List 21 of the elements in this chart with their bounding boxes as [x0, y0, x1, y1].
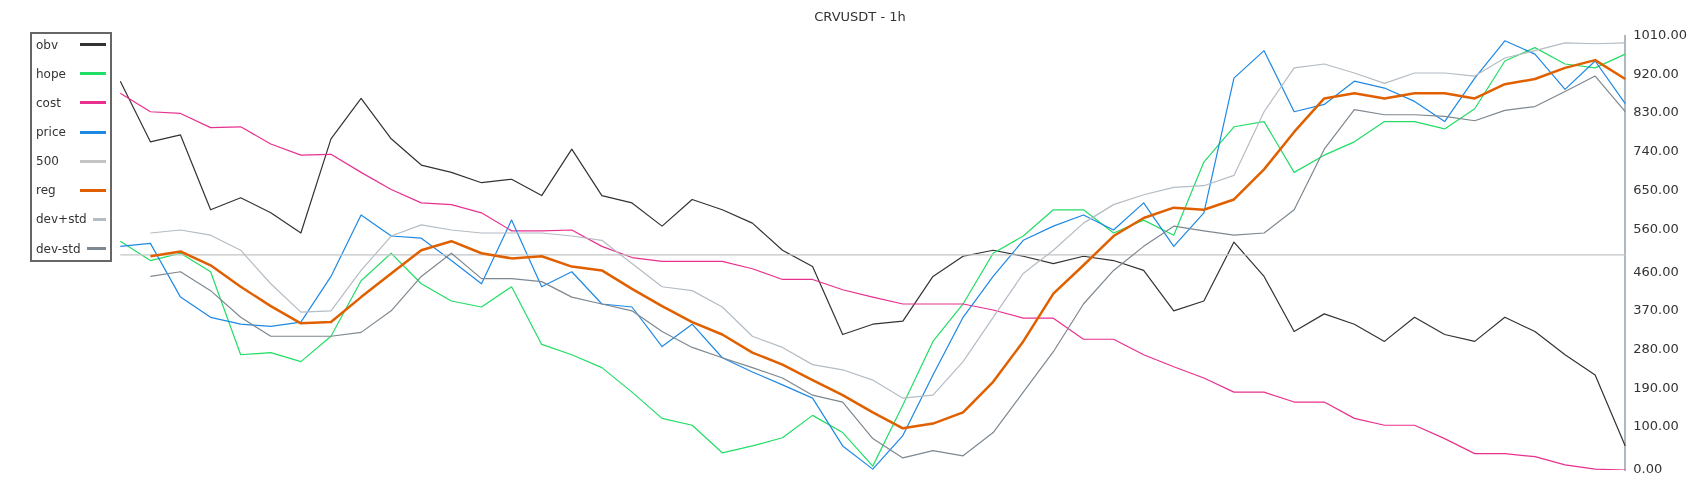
- legend-label: dev+std: [36, 212, 87, 227]
- y-tick-label: 740.00: [1633, 143, 1679, 159]
- legend-label: dev-std: [36, 241, 81, 256]
- legend-label: reg: [36, 183, 56, 198]
- y-tick-label: 100.00: [1633, 418, 1679, 434]
- y-tick-label: 920.00: [1633, 65, 1679, 81]
- legend-label: 500: [36, 154, 59, 169]
- y-tick-label: 370.00: [1633, 302, 1679, 318]
- y-tick-label: 830.00: [1633, 104, 1679, 120]
- chart-title: CRVUSDT - 1h: [814, 9, 906, 25]
- y-tick-label: 560.00: [1633, 220, 1679, 236]
- y-tick-label: 190.00: [1633, 379, 1679, 395]
- y-tick-label: 280.00: [1633, 340, 1679, 356]
- legend-label: cost: [36, 95, 61, 110]
- y-tick-label: 460.00: [1633, 263, 1679, 279]
- legend-label: price: [36, 125, 66, 140]
- legend-label: obv: [36, 37, 59, 52]
- y-tick-label: 650.00: [1633, 181, 1679, 197]
- y-tick-label: 1010.00: [1633, 26, 1688, 42]
- y-tick-label: 0.00: [1633, 461, 1663, 477]
- legend-label: hope: [36, 66, 66, 81]
